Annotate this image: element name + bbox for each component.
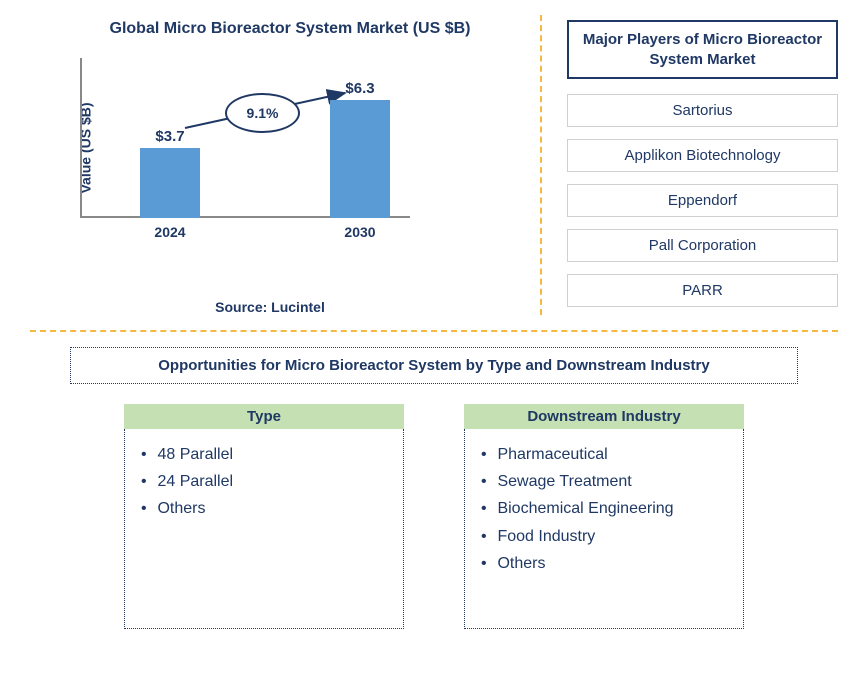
list-item: • Pharmaceutical <box>481 441 727 468</box>
categories-row: Type • 48 Parallel • 24 Parallel • Other… <box>30 404 838 629</box>
bar-2024: $3.7 2024 <box>140 148 200 218</box>
player-item: Pall Corporation <box>567 229 838 262</box>
bar-value-2030: $6.3 <box>330 80 390 97</box>
players-title: Major Players of Micro Bioreactor System… <box>567 20 838 79</box>
source-text: Source: Lucintel <box>215 299 325 315</box>
bar-xlabel-2030: 2030 <box>330 224 390 240</box>
category-body-type: • 48 Parallel • 24 Parallel • Others <box>124 429 404 629</box>
bar-value-2024: $3.7 <box>140 128 200 145</box>
list-item: • Biochemical Engineering <box>481 495 727 522</box>
list-item: • 48 Parallel <box>141 441 387 468</box>
chart-area: Value (US $B) 9.1% $3.7 2024 $6.3 <box>80 58 510 238</box>
bottom-section: Opportunities for Micro Bioreactor Syste… <box>0 332 868 644</box>
growth-rate-value: 9.1% <box>247 105 279 121</box>
players-panel: Major Players of Micro Bioreactor System… <box>542 0 868 330</box>
top-section: Global Micro Bioreactor System Market (U… <box>0 0 868 330</box>
category-downstream: Downstream Industry • Pharmaceutical • S… <box>464 404 744 629</box>
player-item: Applikon Biotechnology <box>567 139 838 172</box>
bar-xlabel-2024: 2024 <box>140 224 200 240</box>
category-header-downstream: Downstream Industry <box>464 404 744 429</box>
player-item: Sartorius <box>567 94 838 127</box>
list-item: • Food Industry <box>481 523 727 550</box>
list-item: • Others <box>481 550 727 577</box>
y-axis-line <box>80 58 82 218</box>
list-item: • Sewage Treatment <box>481 468 727 495</box>
category-type: Type • 48 Parallel • 24 Parallel • Other… <box>124 404 404 629</box>
opportunities-title: Opportunities for Micro Bioreactor Syste… <box>70 347 798 384</box>
category-header-type: Type <box>124 404 404 429</box>
chart-panel: Global Micro Bioreactor System Market (U… <box>0 0 540 330</box>
list-item: • 24 Parallel <box>141 468 387 495</box>
category-body-downstream: • Pharmaceutical • Sewage Treatment • Bi… <box>464 429 744 629</box>
bar-2030: $6.3 2030 <box>330 100 390 218</box>
player-item: Eppendorf <box>567 184 838 217</box>
growth-rate-badge: 9.1% <box>225 93 300 133</box>
player-item: PARR <box>567 274 838 307</box>
chart-title: Global Micro Bioreactor System Market (U… <box>70 20 510 38</box>
list-item: • Others <box>141 495 387 522</box>
